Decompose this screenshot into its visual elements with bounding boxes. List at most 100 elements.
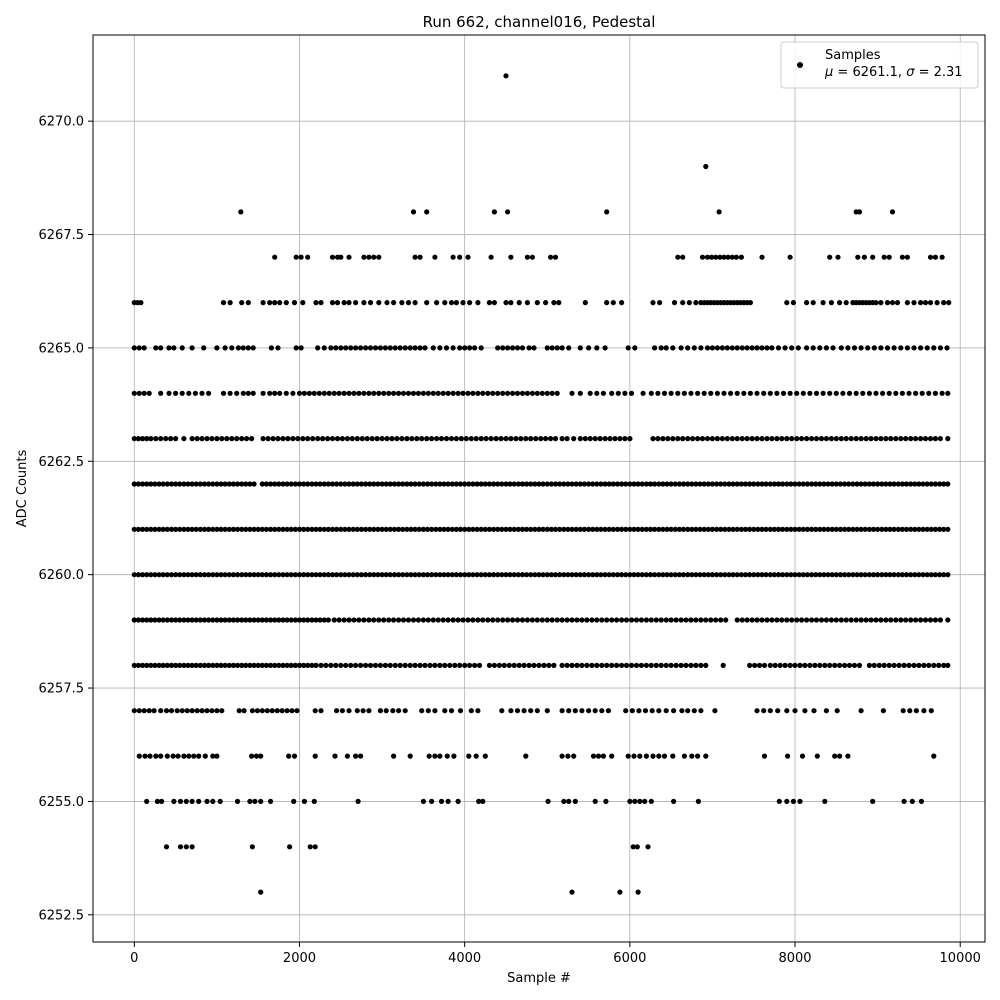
data-point: [189, 844, 195, 850]
data-point: [769, 345, 775, 351]
data-point: [272, 617, 278, 623]
data-point: [491, 481, 497, 487]
data-point: [204, 436, 210, 442]
data-point: [478, 481, 484, 487]
data-point: [561, 572, 567, 578]
data-point: [908, 617, 914, 623]
data-point: [140, 436, 146, 442]
data-point: [590, 526, 596, 532]
data-point: [131, 481, 137, 487]
data-point: [754, 345, 760, 351]
data-point: [466, 753, 472, 759]
data-point: [275, 436, 281, 442]
data-point: [564, 662, 570, 669]
data-point: [146, 708, 152, 714]
data-point: [292, 572, 298, 578]
data-point: [136, 708, 142, 714]
data-point: [396, 481, 402, 487]
data-point: [457, 662, 463, 669]
data-point: [784, 300, 790, 306]
data-point: [606, 572, 612, 578]
data-point: [247, 526, 253, 532]
data-point: [376, 617, 382, 623]
data-point: [189, 436, 195, 442]
data-point: [559, 708, 565, 714]
data-point: [538, 436, 544, 442]
data-point: [311, 798, 317, 805]
data-point: [792, 708, 798, 714]
data-point: [384, 300, 390, 306]
data-point: [544, 526, 550, 532]
data-point: [906, 390, 912, 396]
data-point: [408, 526, 414, 532]
data-point: [922, 300, 929, 306]
data-point: [389, 436, 395, 442]
data-point: [668, 390, 674, 396]
data-point: [579, 662, 585, 669]
data-point: [543, 300, 549, 306]
data-point: [438, 436, 445, 442]
legend-marker: [797, 62, 803, 68]
data-point: [283, 390, 289, 396]
data-point: [932, 436, 939, 442]
data-point: [181, 662, 187, 669]
data-point: [771, 481, 778, 487]
data-point: [614, 526, 621, 532]
data-point: [486, 526, 492, 532]
data-point: [263, 481, 269, 487]
data-point: [321, 526, 327, 532]
data-point: [354, 572, 360, 578]
data-point: [148, 662, 154, 669]
data-point: [688, 662, 694, 669]
data-point: [318, 662, 324, 669]
data-point: [508, 300, 514, 306]
data-point: [164, 526, 170, 532]
data-point: [751, 572, 757, 578]
data-point: [565, 753, 571, 759]
data-point: [263, 617, 269, 623]
data-point: [197, 572, 203, 578]
data-point: [944, 345, 950, 351]
data-point: [275, 345, 281, 351]
data-point: [305, 526, 311, 532]
data-point: [199, 390, 205, 396]
data-point: [260, 436, 266, 442]
data-point: [623, 481, 629, 487]
data-point: [222, 572, 228, 578]
data-point: [346, 572, 352, 578]
data-point: [730, 572, 736, 578]
data-point: [495, 481, 501, 487]
data-point: [594, 481, 600, 487]
data-point: [344, 436, 350, 442]
data-point: [828, 617, 835, 623]
data-point: [458, 436, 464, 442]
data-point: [632, 345, 638, 351]
data-point: [670, 345, 676, 351]
data-point: [276, 572, 282, 578]
data-point: [886, 254, 892, 260]
data-point: [437, 526, 443, 532]
data-point: [932, 481, 939, 487]
data-point: [451, 753, 457, 759]
data-point: [338, 345, 344, 351]
data-point: [729, 436, 735, 442]
data-point: [668, 481, 674, 487]
data-point: [224, 436, 230, 442]
data-point: [507, 572, 513, 578]
data-point: [144, 617, 150, 623]
data-point: [141, 345, 147, 351]
data-point: [594, 526, 600, 532]
data-point: [249, 708, 255, 714]
data-point: [787, 254, 793, 260]
data-point: [475, 300, 481, 306]
data-point: [635, 526, 641, 532]
data-point: [434, 436, 440, 442]
data-point: [387, 572, 393, 578]
x-tick-label: 0: [130, 951, 138, 966]
data-point: [402, 662, 408, 669]
data-point: [775, 345, 782, 351]
data-point: [898, 436, 904, 442]
data-point: [375, 481, 381, 487]
data-point: [800, 526, 806, 532]
data-point: [189, 617, 195, 623]
